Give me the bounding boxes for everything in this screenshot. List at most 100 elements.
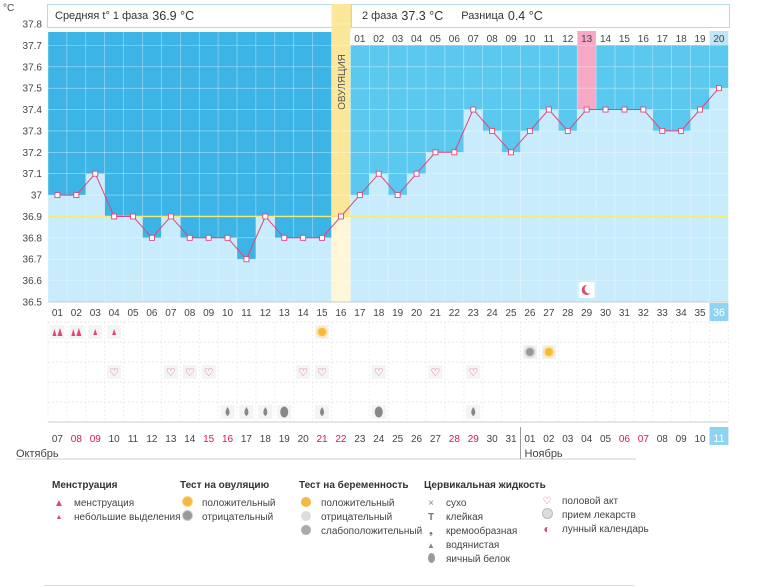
sticky-icon: T: [427, 511, 435, 523]
watery-icon: [225, 407, 230, 416]
heart-icon: ♡: [298, 367, 308, 379]
pregnancy-test-icon: [523, 346, 536, 358]
phase2-day-label: 08: [487, 34, 499, 45]
cycle-day-label: 18: [373, 308, 385, 319]
temperature-point: [338, 213, 344, 220]
temperature-point: [527, 127, 533, 134]
legend-pregnancy-test: Тест на беременность положительный отриц…: [299, 480, 422, 538]
calendar-day-label: 30: [487, 434, 499, 445]
y-tick-label: 37: [31, 191, 43, 202]
temperature-bar: [312, 237, 332, 302]
temperature-bar: [350, 195, 370, 302]
temperature-bar: [274, 237, 294, 302]
spotting-icon: [93, 329, 98, 335]
temperature-line: [57, 87, 720, 261]
cycle-day-label: 09: [203, 308, 215, 319]
y-tick-label: 36.6: [23, 276, 43, 287]
calendar-day-label: 16: [222, 434, 234, 445]
temperature-point: [375, 170, 382, 177]
cycle-day-label: 02: [71, 308, 83, 319]
cycle-day-label: 21: [430, 308, 442, 319]
calendar-day-label: 13: [165, 434, 177, 445]
ovulation-negative-icon: [180, 511, 194, 523]
pregnancy-negative-icon: [299, 510, 313, 524]
cycle-day-label: 16: [335, 308, 347, 319]
cycle-day-label: 06: [146, 308, 158, 319]
menstruation-cell: [50, 325, 65, 339]
cycle-day-label: 34: [676, 308, 688, 319]
phase2-day-label: 10: [524, 34, 536, 45]
legend-item: половой акт: [562, 495, 619, 507]
phase2-highlight-cell: [577, 31, 597, 45]
light-spotting-icon: ▲: [55, 513, 63, 521]
temperature-point: [697, 106, 703, 113]
calendar-day-label: 19: [279, 434, 291, 445]
cycle-day-label: 30: [600, 308, 612, 319]
calendar-day-label: 04: [581, 434, 593, 445]
heart-icon: ♡: [204, 367, 214, 379]
calendar-day-label: 06: [619, 434, 631, 445]
heart-icon: ♡: [166, 367, 176, 379]
cycle-day-label: 01: [52, 308, 64, 319]
calendar-day-label: 01: [524, 434, 536, 445]
watery-icon: [244, 407, 249, 416]
y-tick-label: 36.7: [23, 255, 43, 266]
y-tick-label: 37.7: [23, 41, 43, 52]
temperature-bar: [596, 109, 615, 303]
menstruation-icon: ▲: [54, 497, 64, 509]
legend-fluid-title: Цервикальная жидкость: [424, 480, 546, 491]
cycle-day-label: 24: [487, 308, 499, 319]
calendar-day-label: 08: [657, 434, 669, 445]
current-cycle-day-cell: [709, 303, 729, 321]
heart-icon: ♡: [109, 367, 119, 379]
menstruation-cell: [69, 325, 84, 339]
ovulation-positive-icon: [180, 497, 194, 509]
temperature-bar: [199, 237, 219, 302]
temperature-point: [716, 85, 722, 92]
temperature-point: [262, 213, 269, 220]
calendar-day-label: 25: [392, 434, 404, 445]
temperature-point: [621, 106, 628, 113]
calendar-day-label: 03: [562, 434, 574, 445]
cycle-day-label: 05: [127, 308, 139, 319]
moon-icon: ◐: [543, 522, 551, 536]
phase2-day-label: 01: [354, 34, 366, 45]
calendar-day-label: 31: [505, 434, 517, 445]
calendar-day-label: 11: [128, 434, 139, 445]
eggwhite-icon: [424, 552, 438, 566]
legend-item: слабоположительный: [321, 525, 423, 537]
cycle-day-label: 26: [524, 308, 536, 319]
phase2-day-label: 18: [676, 34, 688, 45]
phase2-day-label: 13: [581, 34, 593, 45]
cycle-day-label: 17: [354, 308, 366, 319]
intercourse-cell: [107, 365, 122, 379]
legend-item: клейкая: [446, 511, 484, 523]
legend-ovulation-test: Тест на овуляцию положительный отрицател…: [180, 480, 275, 524]
y-tick-label: 37.4: [23, 105, 43, 116]
cycle-day-label: 22: [449, 308, 461, 319]
y-tick-label: 37.5: [23, 84, 43, 95]
cycle-day-label: 19: [392, 308, 404, 319]
temperature-bar: [142, 237, 162, 302]
temperature-point: [659, 127, 666, 134]
calendar-day-label: 17: [241, 434, 253, 445]
phase2-day-label: 05: [430, 34, 442, 45]
temperature-bar: [615, 109, 634, 303]
legend-item: положительный: [202, 497, 276, 509]
calendar-day-label: 21: [316, 434, 328, 445]
legend-item: водянистая: [446, 539, 500, 551]
watery-icon: [471, 407, 476, 416]
phase2-day-label: 16: [638, 34, 650, 45]
phase2-day-label: 02: [373, 34, 385, 45]
diff-label: Разница: [461, 10, 504, 22]
temperature-bar: [66, 195, 86, 302]
phase2-day-label: 04: [411, 34, 423, 45]
intercourse-cell: [201, 365, 216, 379]
heart-icon: ♡: [317, 367, 327, 379]
ovulation-test-icon: [316, 326, 329, 338]
temperature-point: [451, 149, 458, 156]
heart-icon: ♡: [374, 367, 384, 379]
cycle-day-label: 14: [298, 308, 310, 319]
temperature-point: [489, 127, 496, 134]
calendar-day-label: 10: [109, 434, 121, 445]
